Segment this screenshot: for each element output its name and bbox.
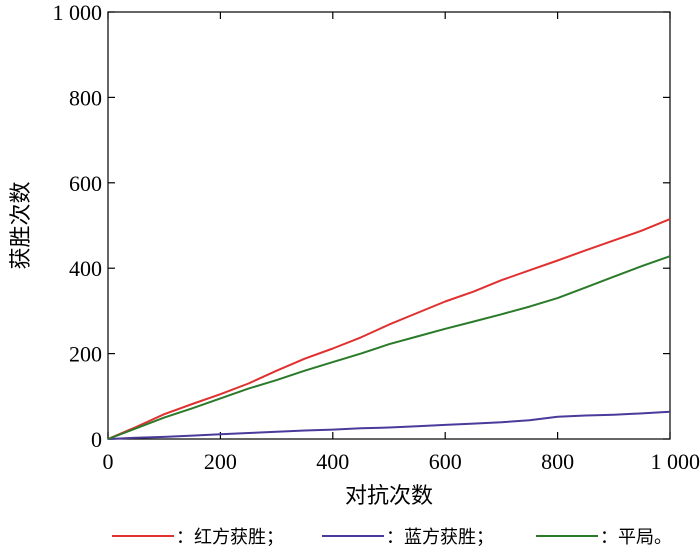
x-tick-label: 1 000: [651, 449, 700, 474]
legend-label: ：平局。: [600, 527, 672, 548]
legend-label: ：蓝方获胜；: [386, 527, 494, 548]
y-tick-label: 800: [69, 85, 102, 110]
y-tick-label: 400: [69, 256, 102, 281]
y-tick-label: 200: [69, 342, 102, 367]
x-tick-label: 0: [103, 449, 114, 474]
series-layer: [107, 218, 671, 440]
series-line-蓝方获胜: [107, 410, 671, 440]
x-tick-label: 800: [541, 449, 574, 474]
x-tick-label: 600: [429, 449, 462, 474]
series-line-平局: [107, 255, 671, 440]
plot-frame: [107, 11, 671, 440]
legend-label: ：红方获胜；: [176, 527, 284, 548]
legend: ：红方获胜； ：蓝方获胜； ：平局。: [112, 527, 672, 548]
x-axis-title: 对抗次数: [345, 484, 433, 509]
y-tick-label: 1 000: [53, 0, 103, 25]
y-axis-title: 获胜次数: [9, 181, 34, 269]
y-tick-label: 600: [69, 171, 102, 196]
y-tick-label: 0: [91, 427, 102, 452]
series-line-红方获胜: [107, 218, 671, 440]
x-tick-label: 400: [316, 449, 349, 474]
x-tick-label: 200: [204, 449, 237, 474]
axis-ticks: 0 200 400 600 800 1 000 0 200 400 600 800 1 000: [53, 0, 700, 474]
plot-border: [107, 11, 671, 440]
